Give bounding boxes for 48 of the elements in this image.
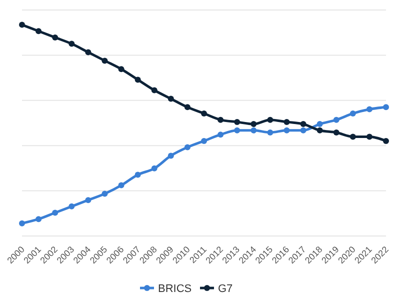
point — [118, 66, 124, 72]
point — [134, 172, 141, 178]
point — [267, 116, 274, 123]
point — [300, 127, 306, 134]
point — [250, 121, 257, 128]
point — [218, 116, 224, 123]
point — [366, 134, 372, 140]
point — [151, 87, 158, 94]
point — [151, 165, 158, 172]
point — [184, 104, 190, 110]
point — [333, 116, 340, 123]
point — [102, 58, 108, 64]
point — [85, 49, 92, 56]
point — [267, 130, 274, 136]
point — [300, 121, 306, 128]
point — [134, 76, 141, 83]
point — [284, 118, 290, 125]
point — [168, 96, 174, 102]
point — [36, 28, 42, 34]
point — [383, 104, 389, 110]
point — [366, 106, 372, 112]
point — [168, 152, 174, 159]
point — [350, 110, 356, 116]
point — [52, 210, 58, 216]
point — [316, 121, 323, 128]
point — [68, 203, 75, 210]
point — [201, 138, 207, 144]
point — [284, 127, 290, 134]
legend-label: G7 — [218, 283, 233, 295]
point — [218, 132, 224, 138]
legend-label: BRICS — [158, 283, 192, 295]
point — [102, 190, 108, 197]
point — [36, 216, 42, 222]
point — [333, 130, 340, 136]
point — [68, 40, 75, 47]
point — [234, 118, 240, 125]
point — [250, 127, 257, 134]
point — [118, 182, 124, 188]
point — [19, 22, 25, 28]
point — [383, 138, 389, 144]
point — [52, 34, 58, 40]
point — [184, 144, 190, 150]
point — [201, 110, 207, 116]
point — [85, 197, 92, 204]
point — [234, 127, 240, 134]
point — [19, 220, 25, 226]
point — [350, 134, 356, 140]
point — [316, 127, 323, 134]
